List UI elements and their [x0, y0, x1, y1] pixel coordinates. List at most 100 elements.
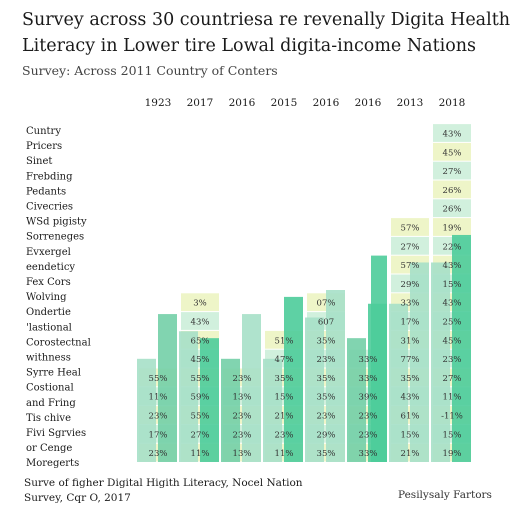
- data-label: 35%: [275, 374, 294, 384]
- table-cell: [433, 218, 471, 236]
- chart-subtitle: Survey: Across 2011 Country of Conters: [22, 63, 278, 78]
- column-header: 2016: [229, 97, 256, 109]
- data-label: 22%: [443, 242, 462, 252]
- data-label: 35%: [317, 336, 336, 346]
- row-label: Fivi Sgrvies: [26, 428, 86, 439]
- table-cell: [181, 312, 219, 330]
- footer-source: Pesilysaly Fartors: [398, 489, 492, 501]
- data-label: 17%: [149, 430, 168, 440]
- data-label: 31%: [401, 336, 420, 346]
- data-label: 23%: [233, 430, 252, 440]
- table-cell: [433, 124, 471, 142]
- data-label: 23%: [317, 355, 336, 365]
- data-label: 43%: [443, 299, 462, 309]
- data-label: 11%: [191, 449, 210, 459]
- data-label: -11%: [441, 412, 463, 422]
- row-label: Costional: [26, 383, 74, 394]
- column-header: 2016: [355, 97, 382, 109]
- row-label: Cuntry: [26, 126, 61, 137]
- data-label: 43%: [443, 261, 462, 271]
- bar: [410, 262, 429, 462]
- bar: [305, 317, 324, 462]
- row-label: Evxergel: [26, 247, 71, 258]
- data-label: 55%: [191, 412, 210, 422]
- row-labels: Cuntry Pricers Sinet Frebding Pedants Civecri…: [26, 126, 91, 469]
- row-label: WSd pigisty: [26, 217, 87, 228]
- data-label: 23%: [149, 412, 168, 422]
- data-label: 23%: [317, 412, 336, 422]
- data-label: 59%: [191, 393, 210, 403]
- data-label: 33%: [401, 299, 420, 309]
- row-label: Wolving: [26, 292, 67, 303]
- data-label: 13%: [233, 393, 252, 403]
- data-label: 27%: [191, 430, 210, 440]
- bar: [137, 358, 156, 462]
- row-label: Syrre Heal: [26, 368, 81, 379]
- row-label: Pedants: [26, 186, 66, 197]
- data-label: 07%: [317, 299, 336, 309]
- data-label: 55%: [149, 374, 168, 384]
- bar: [284, 296, 303, 462]
- bar: [431, 262, 450, 462]
- bar: [200, 338, 219, 462]
- column-headers: 1923 2017 2016 2015 2016 2016 2013 2018: [145, 97, 466, 109]
- data-label: 19%: [443, 224, 462, 234]
- data-label: 27%: [443, 374, 462, 384]
- data-label: 33%: [359, 449, 378, 459]
- bar: [347, 338, 366, 462]
- data-label: 11%: [149, 393, 168, 403]
- data-label: 21%: [401, 449, 420, 459]
- data-label: 35%: [317, 374, 336, 384]
- row-label: Civecries: [26, 202, 73, 213]
- row-label: Fex Cors: [26, 277, 71, 288]
- data-label: 33%: [359, 374, 378, 384]
- data-label: 15%: [443, 280, 462, 290]
- data-label: 55%: [191, 374, 210, 384]
- data-label: 43%: [191, 318, 210, 328]
- data-label: 3%: [193, 299, 207, 309]
- data-label: 13%: [233, 449, 252, 459]
- data-label: 26%: [443, 205, 462, 215]
- data-label: 43%: [443, 130, 462, 140]
- table-cell: [433, 161, 471, 180]
- data-label: 29%: [317, 430, 336, 440]
- table-cell: [433, 199, 471, 218]
- bar: [179, 331, 198, 462]
- data-label: 23%: [233, 412, 252, 422]
- table-cell: [391, 218, 429, 236]
- bar: [452, 234, 471, 462]
- bar: [221, 358, 240, 462]
- data-label: 35%: [317, 393, 336, 403]
- data-label: 23%: [359, 430, 378, 440]
- row-label: eendeticy: [26, 262, 75, 273]
- data-label: 33%: [359, 355, 378, 365]
- bar: [158, 314, 177, 462]
- data-label: 39%: [359, 393, 378, 403]
- bar: [326, 290, 345, 462]
- data-label: 35%: [401, 374, 420, 384]
- data-label: 15%: [401, 430, 420, 440]
- data-label: 19%: [443, 449, 462, 459]
- data-label: 57%: [401, 261, 420, 271]
- data-label: 45%: [443, 148, 462, 158]
- row-label: withness: [26, 353, 71, 364]
- data-label: 26%: [443, 186, 462, 196]
- row-label: Tis chive: [26, 413, 71, 424]
- chart-title-line-1: Survey across 30 countriesa re revenally…: [22, 10, 511, 30]
- chart-title-line-2: Literacy in Lower tire Lowal digita-inco…: [22, 36, 477, 56]
- data-label: 23%: [359, 412, 378, 422]
- data-label: 45%: [443, 336, 462, 346]
- data-label: 15%: [275, 393, 294, 403]
- row-label: 'lastional: [26, 322, 72, 333]
- row-label: Sinet: [26, 156, 52, 167]
- footer-note-line-2: Survey, Cqr O, 2017: [24, 492, 131, 504]
- row-label: Pricers: [26, 141, 62, 152]
- data-label: 57%: [401, 224, 420, 234]
- column-header: 2015: [271, 97, 298, 109]
- table-cell: [433, 142, 471, 161]
- bar: [371, 255, 387, 462]
- data-label: 27%: [443, 167, 462, 177]
- data-label: 43%: [401, 393, 420, 403]
- data-label: 65%: [191, 336, 210, 346]
- row-label: or Cenge: [26, 443, 72, 454]
